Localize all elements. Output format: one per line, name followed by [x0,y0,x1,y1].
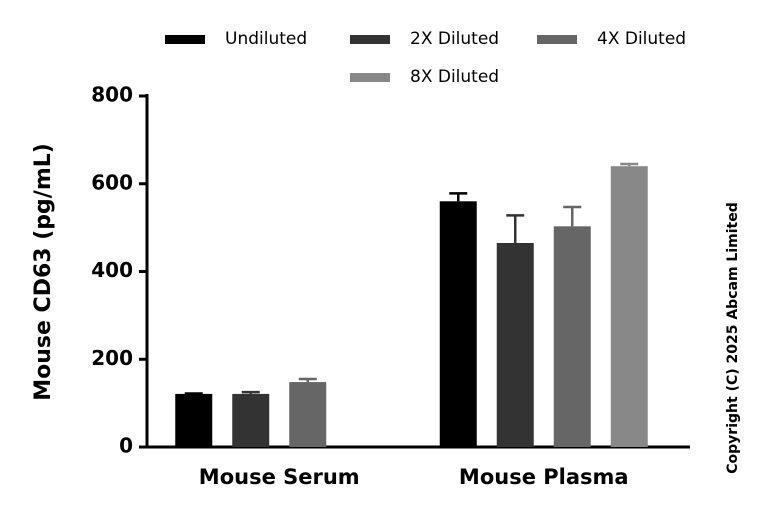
bar [175,393,213,447]
y-axis-label: Mouse CD63 (pg/mL) [31,143,56,401]
legend-label: 2X Diluted [410,29,499,49]
y-tick-label: 600 [91,170,133,194]
legend-label: Undiluted [225,29,307,49]
y-tick-label: 0 [119,434,133,458]
legend-swatch [165,35,205,44]
legend-swatch [537,35,577,44]
y-tick-label: 400 [91,258,133,282]
legend-swatch [350,73,390,82]
bar [289,382,327,447]
legend-label: 4X Diluted [597,29,686,49]
bar [232,393,270,447]
legend-swatch [350,35,390,44]
legend-label: 8X Diluted [410,67,499,87]
x-tick-label: Mouse Serum [199,465,360,489]
copyright: Copyright (C) 2025 Abcam Limited [725,202,741,473]
y-tick-label: 200 [91,346,133,370]
x-tick-label: Mouse Plasma [459,465,629,489]
bar [610,166,648,447]
bar [553,226,591,447]
bar [439,201,477,447]
bar [496,242,534,447]
y-tick-label: 800 [91,83,133,107]
